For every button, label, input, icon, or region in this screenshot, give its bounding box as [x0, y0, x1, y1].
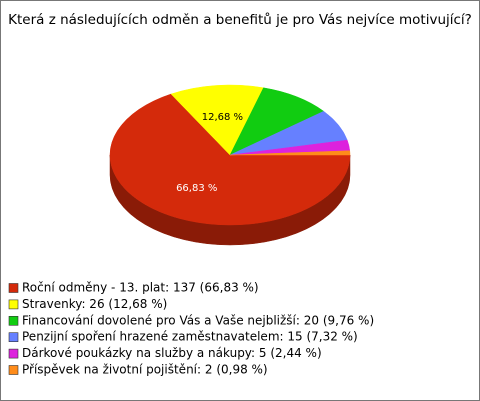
pie-slice [229, 87, 325, 156]
value-label: 12,68 % [202, 112, 243, 123]
chart-title: Která z následujících odměn a benefitů j… [8, 12, 472, 28]
legend-label: Roční odměny - 13. plat: 137 (66,83 %) [22, 281, 259, 295]
legend-swatch [8, 283, 19, 293]
legend-swatch [8, 299, 19, 310]
legend-swatch [8, 365, 19, 375]
legend-label: Financování dovolené pro Vás a Vaše nejb… [22, 313, 374, 327]
legend-label: Penzijní spoření hrazené zaměstnavatelem… [22, 330, 358, 344]
legend-swatch [8, 348, 19, 359]
pie-slice [109, 93, 351, 226]
value-label: 66,83 % [176, 183, 217, 194]
legend-swatch [8, 315, 19, 326]
legend-label: Příspěvek na životní pojištění: 2 (0,98 … [22, 363, 268, 377]
legend-label: Stravenky: 26 (12,68 %) [22, 297, 167, 311]
legend-label: Dárkové poukázky na služby a nákupy: 5 (… [22, 346, 322, 360]
legend-swatch [8, 332, 19, 343]
pie-slice [170, 84, 264, 156]
pie-slice [229, 150, 351, 156]
